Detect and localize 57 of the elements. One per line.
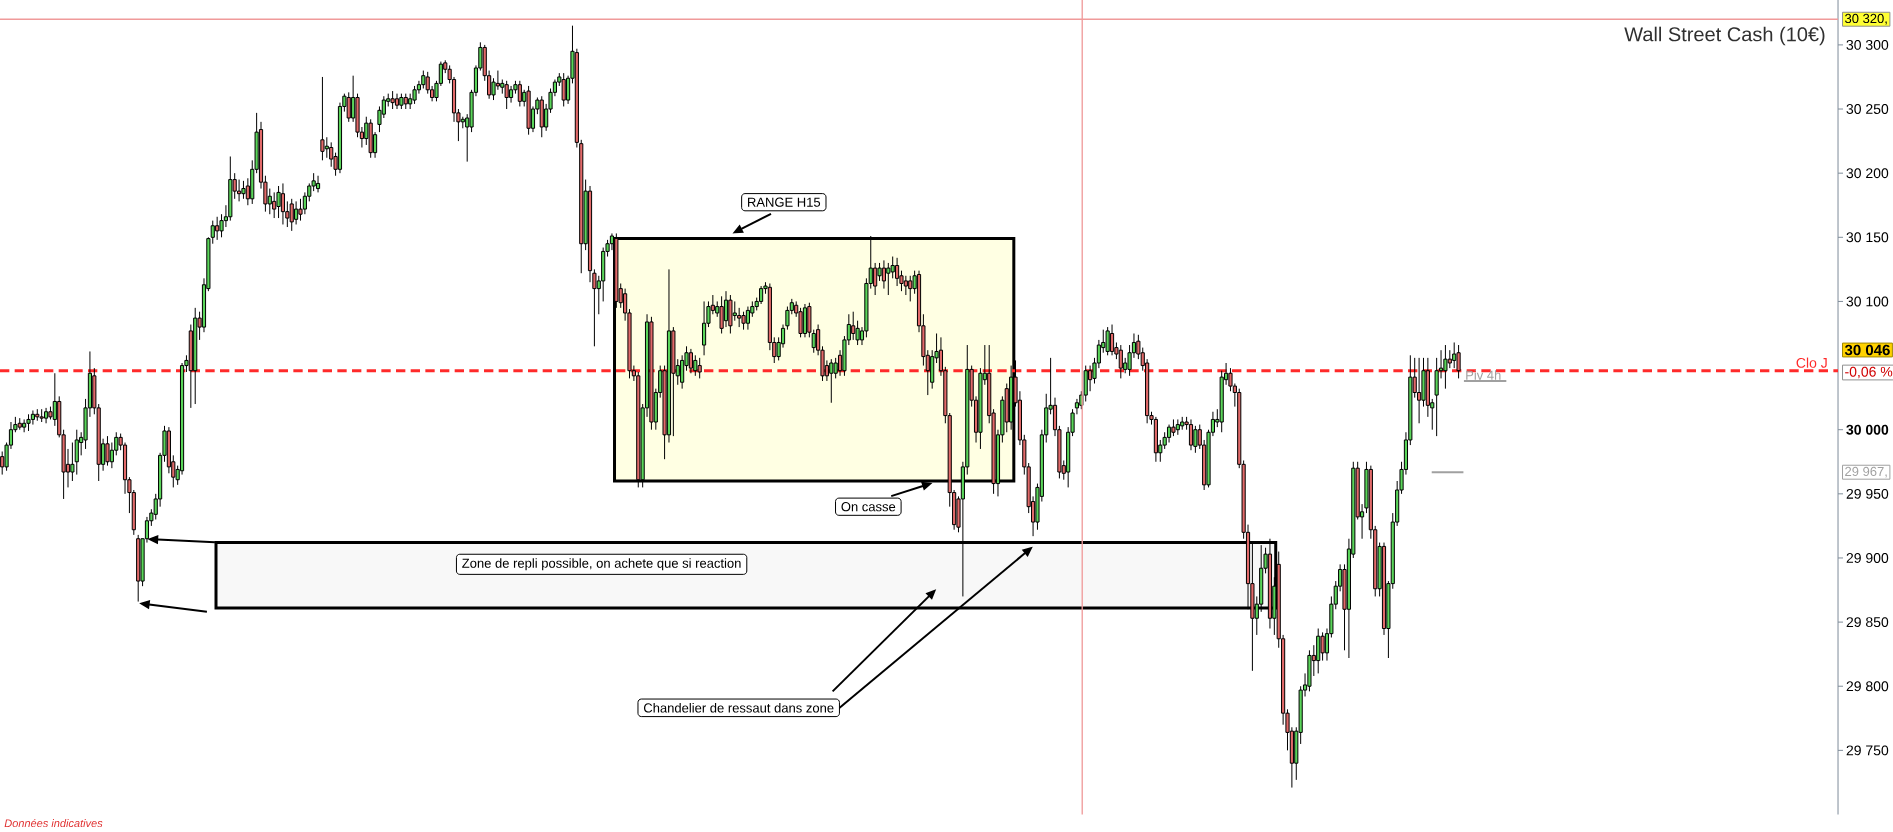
candlestick bbox=[701, 300, 707, 356]
y-tick-label: 29 750 bbox=[1846, 745, 1889, 756]
candlestick bbox=[105, 435, 110, 467]
candlestick bbox=[22, 418, 27, 433]
y-tick-label: 30 300 bbox=[1846, 39, 1889, 50]
candlestick bbox=[280, 182, 286, 225]
candlestick bbox=[1443, 344, 1448, 390]
text: Données indicatives bbox=[4, 818, 103, 828]
candlestick bbox=[74, 429, 79, 476]
y-tick-label: 30 200 bbox=[1846, 168, 1889, 179]
ref-line-label: 30 320, bbox=[1845, 13, 1887, 25]
band-label: Zone de repli possible, on achete que si reaction bbox=[462, 558, 741, 571]
candlestick bbox=[272, 191, 277, 219]
candlestick bbox=[508, 85, 514, 104]
y-tick-label: 29 900 bbox=[1846, 553, 1889, 563]
candlestick bbox=[697, 357, 702, 379]
y-tick-label: 30 000 bbox=[1846, 424, 1889, 435]
text: -0,06 % bbox=[1845, 366, 1893, 379]
annotation: Chandelier de ressaut dans zone bbox=[643, 703, 834, 713]
candlestick bbox=[215, 216, 220, 241]
candlestick bbox=[315, 175, 321, 193]
candlestick bbox=[903, 275, 908, 296]
candlestick bbox=[1456, 344, 1461, 379]
y-tick-label: 29 850 bbox=[1846, 617, 1889, 628]
candlestick bbox=[737, 307, 742, 328]
candlestick bbox=[719, 295, 724, 334]
candlestick bbox=[561, 72, 566, 107]
candlestick bbox=[1105, 326, 1110, 356]
candlestick bbox=[1320, 631, 1325, 662]
candlestick bbox=[732, 300, 737, 322]
text: 30 046 bbox=[1844, 344, 1890, 356]
candlestick bbox=[1109, 324, 1115, 356]
text: Wall Street Cash (10€) bbox=[1624, 26, 1825, 46]
candlestick bbox=[1452, 341, 1457, 369]
y-tick-label: 30 100 bbox=[1846, 296, 1889, 307]
y-tick-label: 29 950 bbox=[1846, 488, 1889, 499]
annotation: On casse bbox=[841, 502, 896, 512]
y-tick-label: 29 800 bbox=[1846, 681, 1889, 692]
candlestick bbox=[723, 290, 729, 328]
candlestick bbox=[680, 354, 685, 390]
candlestick bbox=[1118, 344, 1123, 379]
legend-label: RANGE H15 bbox=[748, 197, 821, 207]
candlestick bbox=[346, 91, 351, 123]
y-tick-label: 30 150 bbox=[1846, 232, 1889, 243]
candlestick bbox=[329, 141, 334, 168]
y-tick-label: 30 250 bbox=[1846, 104, 1889, 114]
candlestick bbox=[504, 80, 509, 110]
candlestick bbox=[873, 262, 878, 296]
candlestick bbox=[320, 76, 325, 161]
ref-line-label: Piv 4h bbox=[1466, 370, 1501, 380]
candlestick bbox=[517, 80, 522, 107]
ref-line-label: Clo J bbox=[1796, 357, 1827, 368]
text: 29 967, bbox=[1845, 466, 1887, 478]
candlestick bbox=[908, 275, 913, 302]
candlestick bbox=[851, 311, 856, 341]
candlestick bbox=[289, 198, 294, 232]
candlestick bbox=[829, 358, 834, 404]
